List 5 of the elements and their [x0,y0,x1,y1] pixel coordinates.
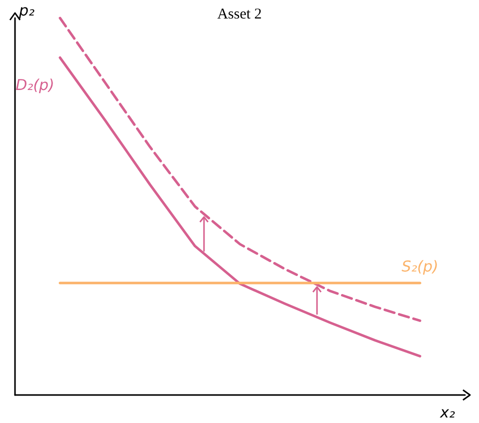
y-axis-title: p₂ [18,2,35,20]
series-label: S₂(p) [402,258,438,276]
series-label: D₂(p) [16,76,54,94]
chart-title: Asset 2 [217,6,262,22]
x-axis-title: x₂ [439,404,455,422]
